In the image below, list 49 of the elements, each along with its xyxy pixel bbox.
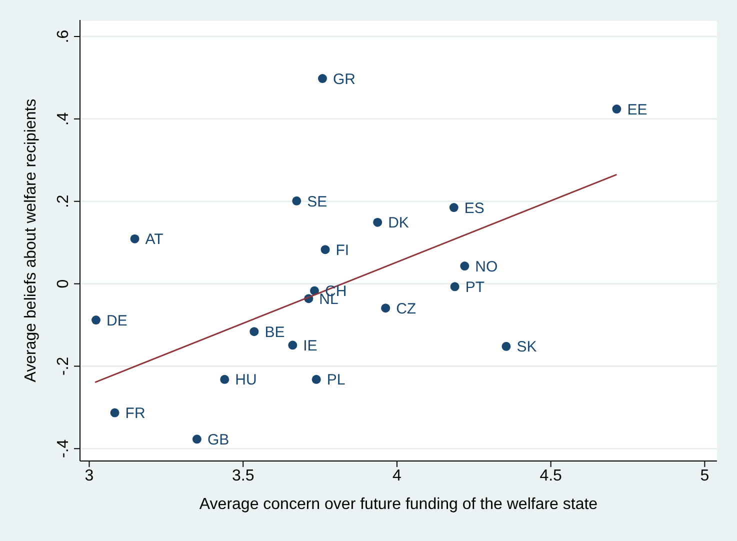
point [449,203,458,212]
data-label: AT [145,231,164,248]
data-label: PL [326,372,346,389]
y-tick-label: -.4 [55,439,72,458]
point [381,304,390,313]
point [220,374,230,384]
y-tick-label: 0 [55,279,72,288]
data-label: NO [475,258,498,276]
point [92,316,100,325]
x-axis-title: Average concern over future funding of the welfare state [199,496,598,513]
data-label: ES [464,200,484,217]
x-tick-label: 5 [700,467,710,484]
point [320,245,330,254]
data-label: EE [627,101,648,118]
data-label: GB [207,431,230,448]
y-axis-title: Average beliefs about welfare recipients [22,98,40,382]
data-label: CZ [396,300,416,318]
point [192,434,202,444]
y-tick-label: .6 [55,30,72,44]
y-tick-label: .4 [55,112,72,126]
data-label: DE [106,312,128,330]
data-label: FI [336,242,350,259]
x-tick-label: 3 [84,467,94,484]
data-label: SE [307,193,328,210]
data-label: HU [235,372,257,389]
data-label: GR [333,70,356,88]
x-tick-label: 4.5 [540,467,562,484]
data-label: DK [388,214,409,232]
point [373,218,382,227]
point [450,282,460,292]
point [110,408,120,418]
data-label: FR [125,405,146,422]
point [312,374,321,384]
point [288,340,298,350]
y-tick-label: .2 [55,194,72,208]
point [292,196,302,206]
point [130,234,140,244]
point [612,104,622,114]
point [318,74,327,84]
x-tick-label: 3.5 [232,467,254,484]
data-label: PT [465,278,484,296]
point [250,327,259,336]
y-tick-label: -.2 [55,356,72,376]
data-label: SK [516,338,537,356]
data-label: IE [303,338,318,355]
data-label: BE [264,324,285,341]
point [502,342,511,351]
x-tick-label: 4 [392,467,402,484]
point [460,262,470,271]
